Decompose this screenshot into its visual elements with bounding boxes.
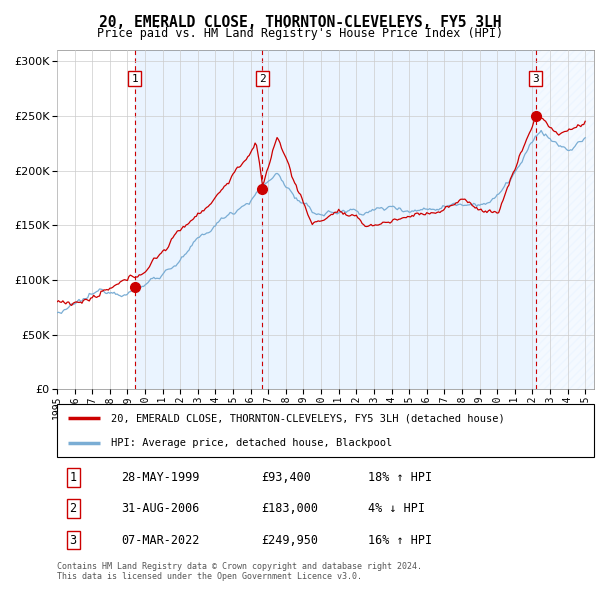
Text: 2: 2 bbox=[259, 74, 266, 84]
Text: 1: 1 bbox=[70, 471, 77, 484]
Text: £93,400: £93,400 bbox=[261, 471, 311, 484]
FancyBboxPatch shape bbox=[57, 404, 594, 457]
Text: Price paid vs. HM Land Registry's House Price Index (HPI): Price paid vs. HM Land Registry's House … bbox=[97, 27, 503, 40]
Text: 28-MAY-1999: 28-MAY-1999 bbox=[121, 471, 200, 484]
Text: 07-MAR-2022: 07-MAR-2022 bbox=[121, 533, 200, 546]
Text: 31-AUG-2006: 31-AUG-2006 bbox=[121, 502, 200, 516]
Text: £249,950: £249,950 bbox=[261, 533, 318, 546]
Text: 20, EMERALD CLOSE, THORNTON-CLEVELEYS, FY5 3LH: 20, EMERALD CLOSE, THORNTON-CLEVELEYS, F… bbox=[99, 15, 501, 30]
Text: 1: 1 bbox=[131, 74, 138, 84]
Text: 18% ↑ HPI: 18% ↑ HPI bbox=[368, 471, 433, 484]
Text: 3: 3 bbox=[532, 74, 539, 84]
Text: 2: 2 bbox=[70, 502, 77, 516]
Text: £183,000: £183,000 bbox=[261, 502, 318, 516]
Bar bbox=[536, 50, 594, 389]
Text: 20, EMERALD CLOSE, THORNTON-CLEVELEYS, FY5 3LH (detached house): 20, EMERALD CLOSE, THORNTON-CLEVELEYS, F… bbox=[111, 414, 505, 424]
Text: 16% ↑ HPI: 16% ↑ HPI bbox=[368, 533, 433, 546]
Text: 3: 3 bbox=[70, 533, 77, 546]
Bar bbox=[134, 50, 262, 389]
Text: 4% ↓ HPI: 4% ↓ HPI bbox=[368, 502, 425, 516]
Text: Contains HM Land Registry data © Crown copyright and database right 2024.
This d: Contains HM Land Registry data © Crown c… bbox=[57, 562, 422, 581]
Text: HPI: Average price, detached house, Blackpool: HPI: Average price, detached house, Blac… bbox=[111, 438, 392, 448]
Bar bbox=[262, 50, 536, 389]
